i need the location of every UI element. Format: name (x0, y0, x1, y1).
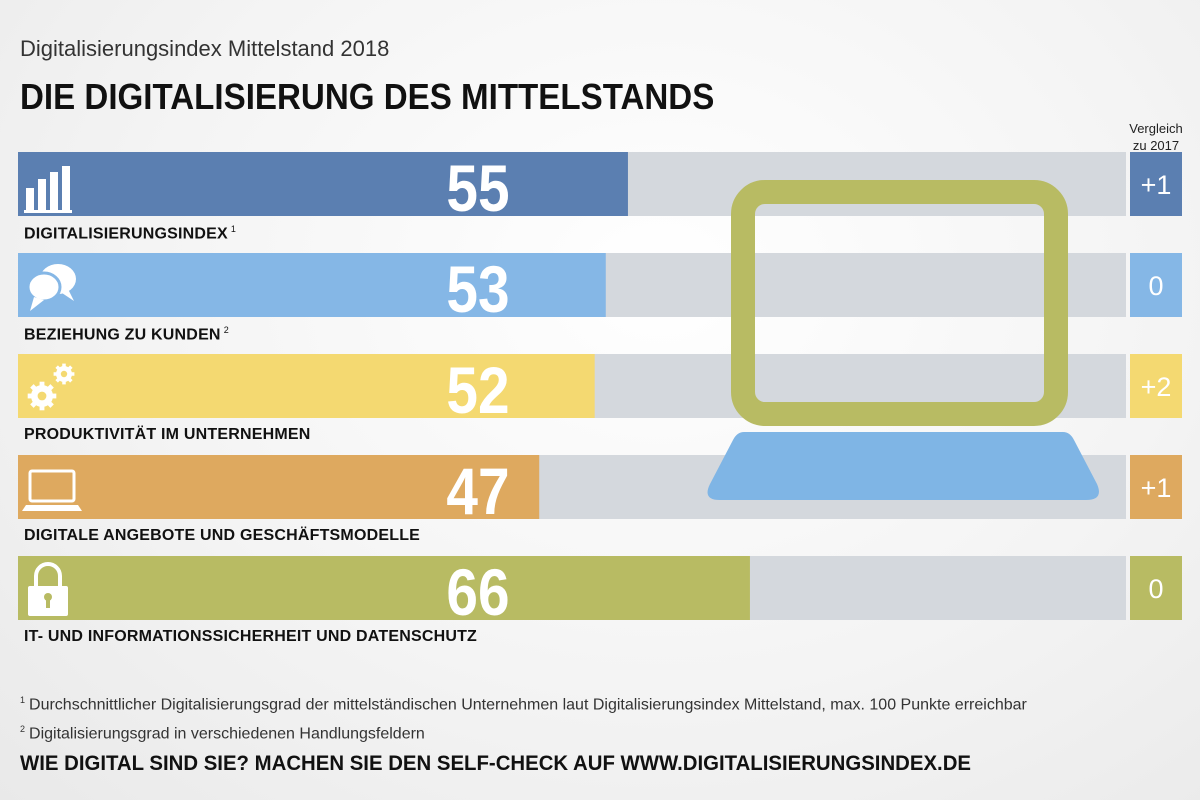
comparison-header: Vergleich zu 2017 (1122, 120, 1190, 154)
speech-bubble-front (26, 271, 62, 303)
footnote-2-mark: 2 (20, 724, 26, 735)
comparison-value: +2 (1141, 372, 1172, 402)
laptop-illustration (707, 180, 1099, 500)
gear-large (27, 381, 57, 411)
category-label-text: BEZIEHUNG ZU KUNDEN (24, 326, 221, 344)
bar-chart-icon (24, 166, 72, 213)
comparison-box (1130, 253, 1182, 317)
bar-chart-icon-bar (62, 166, 70, 210)
category-icons (22, 166, 82, 616)
value-labels: 55 53 52 47 66 (446, 152, 509, 630)
bar-chart-icon-bar (50, 172, 58, 210)
bar (18, 253, 606, 317)
bar-chart-icon-bar (26, 188, 34, 210)
comparison-boxes: +1 0 +2 +1 0 (1130, 152, 1182, 620)
category-label: DIGITALE ANGEBOTE UND GESCHÄFTSMODELLE (24, 527, 420, 545)
gears-icon (27, 363, 75, 411)
gear-tooth (62, 379, 66, 385)
padlock-icon (28, 562, 68, 616)
bars-group (18, 152, 750, 620)
category-label-text: PRODUKTIVITÄT IM UNTERNEHMEN (24, 426, 311, 443)
category-label-text: IT- UND INFORMATIONSSICHERHEIT UND DATEN… (24, 628, 478, 645)
footnote-2-text: Digitalisierungsgrad in verschiedenen Ha… (29, 725, 425, 743)
bar (18, 455, 540, 519)
bar-value-label: 66 (446, 556, 509, 630)
footnotes: 1 Durchschnittlicher Digitalisierungsgrad… (20, 688, 1027, 747)
comparison-value: 0 (1148, 271, 1163, 301)
speech-bubbles-icon (26, 264, 76, 311)
gear-hole (60, 370, 68, 378)
footnote-ref: 2 (223, 325, 229, 335)
chart-subtitle: Digitalisierungsindex Mittelstand 2018 (20, 36, 390, 61)
speech-bubble-tail (30, 297, 44, 311)
comparison-header-line2: zu 2017 (1132, 138, 1180, 153)
comparison-box (1130, 354, 1182, 418)
padlock-keyhole-slot (46, 598, 50, 608)
bar-value-label: 52 (446, 354, 509, 428)
bar (18, 152, 628, 216)
footnote-2: 2 Digitalisierungsgrad in verschiedenen H… (20, 717, 1027, 746)
comparison-box (1130, 556, 1182, 620)
gear-small (53, 363, 75, 385)
laptop-icon (22, 469, 82, 511)
padlock-shackle (34, 562, 62, 586)
category-label-text: DIGITALISIERUNGSINDEX (24, 225, 228, 243)
bar-value-label: 47 (446, 455, 509, 529)
category-label: PRODUKTIVITÄT IM UNTERNEHMEN (24, 426, 310, 444)
gear-hole (37, 391, 47, 401)
footnote-1: 1 Durchschnittlicher Digitalisierungsgrad… (20, 688, 1027, 717)
self-check-cta: WIE DIGITAL SIND SIE? MACHEN SIE DEN SEL… (20, 752, 972, 775)
laptop-screen-frame (731, 180, 1068, 426)
footnote-1-text: Durchschnittlicher Digitalisierungsgrad … (29, 696, 1027, 714)
laptop-icon-screen (28, 469, 76, 503)
category-label-text: DIGITALE ANGEBOTE UND GESCHÄFTSMODELLE (24, 527, 421, 544)
comparison-box (1130, 455, 1182, 519)
bar-chart-icon-bar (38, 179, 46, 210)
speech-bubble-tail-back (62, 289, 74, 301)
footnote-ref: 1 (230, 224, 237, 234)
bar (18, 354, 595, 418)
category-label: DIGITALISIERUNGSINDEX 1 (24, 224, 236, 243)
comparison-box (1130, 152, 1182, 216)
comparison-header-line1: Vergleich (1129, 121, 1183, 136)
bar-value-label: 55 (446, 152, 509, 226)
laptop-keyboard-base (707, 432, 1099, 500)
bar (18, 556, 750, 620)
laptop-icon-base (22, 505, 82, 511)
bar-value-label: 53 (446, 253, 509, 327)
chart-title: DIE DIGITALISIERUNG DES MITTELSTANDS (20, 76, 715, 117)
footnote-1-mark: 1 (20, 695, 26, 705)
bar-chart-icon-base (24, 210, 72, 213)
comparison-value: +1 (1141, 170, 1172, 200)
comparison-value: +1 (1141, 473, 1172, 503)
category-label: IT- UND INFORMATIONSSICHERHEIT UND DATEN… (24, 628, 477, 646)
comparison-value: 0 (1148, 574, 1163, 604)
category-label: BEZIEHUNG ZU KUNDEN 2 (24, 325, 229, 344)
